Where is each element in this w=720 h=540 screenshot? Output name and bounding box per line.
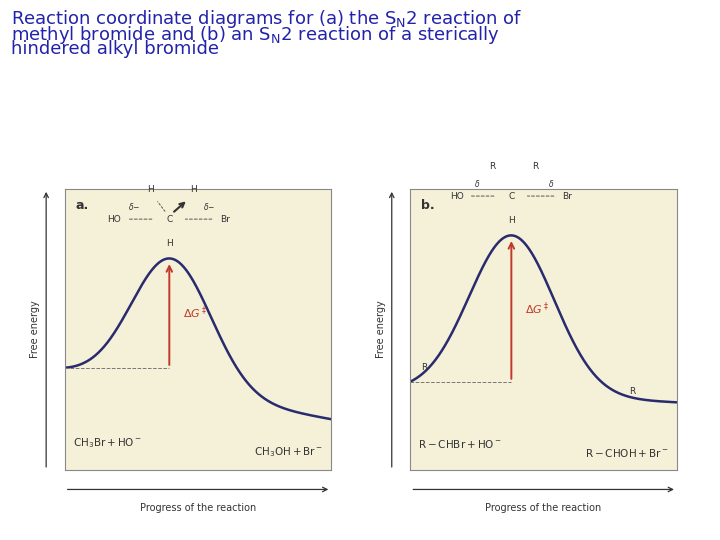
Text: Br: Br <box>220 214 230 224</box>
Text: R: R <box>421 363 427 373</box>
Text: hindered alkyl bromide: hindered alkyl bromide <box>11 40 219 58</box>
Text: H: H <box>190 185 197 194</box>
Text: $\Delta G^\ddagger$: $\Delta G^\ddagger$ <box>525 300 549 317</box>
Text: $\delta\!-$: $\delta\!-$ <box>128 201 141 212</box>
Text: $\mathregular{R-CHBr + HO^-}$: $\mathregular{R-CHBr + HO^-}$ <box>418 438 503 450</box>
Text: Free energy: Free energy <box>30 301 40 358</box>
Text: Progress of the reaction: Progress of the reaction <box>485 503 602 514</box>
Text: $\mathregular{CH_3Br + HO^-}$: $\mathregular{CH_3Br + HO^-}$ <box>73 436 142 450</box>
Text: HO: HO <box>450 192 464 200</box>
Text: H: H <box>148 185 154 194</box>
Text: R: R <box>629 387 635 396</box>
Text: methyl bromide and (b) an $\mathregular{S_N}$2 reaction of a sterically: methyl bromide and (b) an $\mathregular{… <box>11 24 500 46</box>
Text: $\delta\!-$: $\delta\!-$ <box>203 201 215 212</box>
Text: R: R <box>532 162 539 171</box>
Text: b.: b. <box>421 199 435 212</box>
Text: C: C <box>166 214 172 224</box>
Text: R: R <box>490 162 496 171</box>
Text: $\mathregular{R-CHOH + Br^-}$: $\mathregular{R-CHOH + Br^-}$ <box>585 447 669 458</box>
Text: Progress of the reaction: Progress of the reaction <box>140 503 256 514</box>
Text: a.: a. <box>76 199 89 212</box>
Text: Reaction coordinate diagrams for (a) the $\mathregular{S_N}$2 reaction of: Reaction coordinate diagrams for (a) the… <box>11 8 522 30</box>
Text: $\delta$: $\delta$ <box>474 178 480 189</box>
Text: Free energy: Free energy <box>376 301 386 358</box>
Text: H: H <box>166 239 173 248</box>
Text: HO: HO <box>107 214 122 224</box>
Text: Br: Br <box>562 192 572 200</box>
Text: H: H <box>508 215 515 225</box>
Text: $\delta$: $\delta$ <box>548 178 554 189</box>
Text: $\mathregular{CH_3OH + Br^-}$: $\mathregular{CH_3OH + Br^-}$ <box>254 445 323 458</box>
Text: C: C <box>508 192 515 200</box>
Text: $\Delta G^\ddagger$: $\Delta G^\ddagger$ <box>183 305 207 321</box>
